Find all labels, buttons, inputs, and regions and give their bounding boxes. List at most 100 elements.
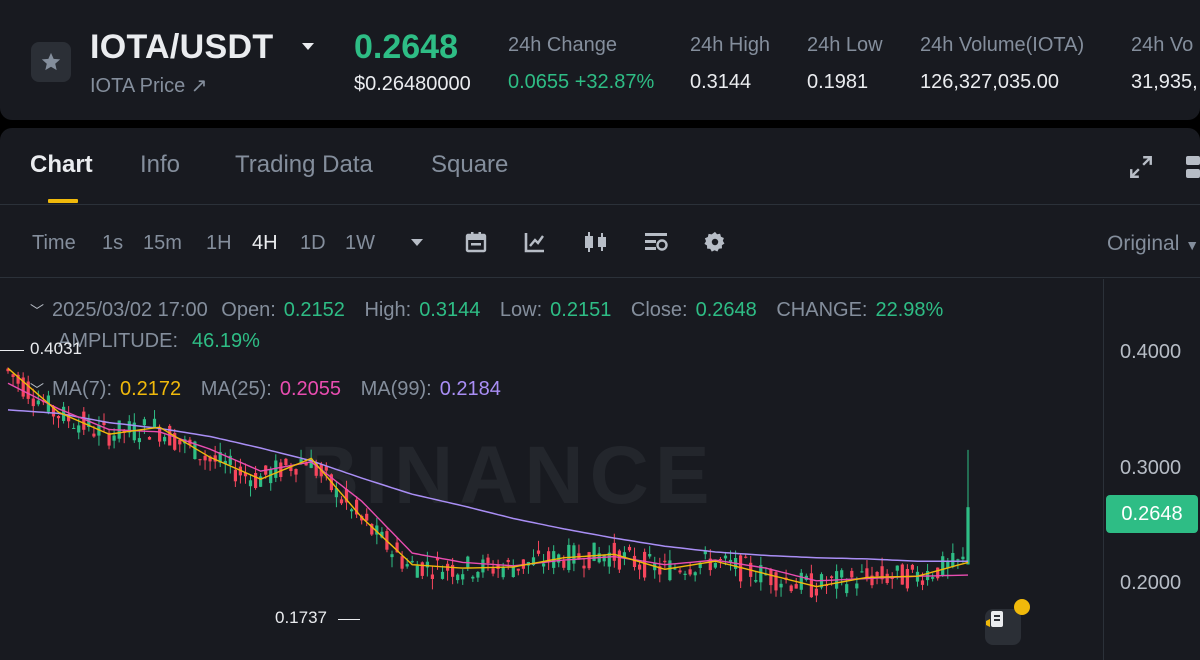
ma7-line bbox=[7, 367, 969, 588]
candle-body bbox=[269, 469, 273, 484]
candle-body bbox=[223, 460, 227, 464]
ma7-value: 0.2172 bbox=[120, 378, 182, 400]
chevron-down-icon: ▼ bbox=[1185, 237, 1200, 253]
candle-body bbox=[708, 558, 712, 571]
candle-body bbox=[173, 433, 177, 450]
legend-datetime: 2025/03/02 17:00 bbox=[52, 299, 208, 321]
candle-body bbox=[602, 555, 606, 562]
template-icon[interactable] bbox=[644, 231, 668, 253]
candle-body bbox=[941, 556, 945, 576]
price-info-link[interactable]: IOTA Price ↗ bbox=[90, 75, 208, 97]
favorite-button[interactable] bbox=[31, 42, 71, 82]
candle-body bbox=[728, 559, 733, 564]
candle-body bbox=[309, 458, 313, 468]
candle-body bbox=[718, 559, 722, 560]
timeframe-1d[interactable]: 1D bbox=[300, 232, 326, 254]
amplitude-value: 46.19% bbox=[192, 330, 260, 352]
candle-body bbox=[415, 565, 419, 578]
candle-body bbox=[370, 524, 374, 535]
pair-name[interactable]: IOTA/USDT bbox=[90, 28, 274, 66]
active-tab-indicator bbox=[48, 199, 78, 203]
collapse-chevron-icon[interactable]: ﹀ bbox=[30, 382, 44, 398]
ma7-label: MA(7): bbox=[52, 378, 112, 400]
low-marker: 0.1737 bbox=[275, 608, 327, 627]
caret-down-icon[interactable] bbox=[301, 42, 315, 52]
candle-body bbox=[638, 564, 642, 570]
more-caret-icon[interactable] bbox=[410, 238, 424, 248]
timeframe-1s[interactable]: 1s bbox=[102, 232, 124, 254]
price-chart-svg bbox=[6, 367, 970, 603]
collapse-chevron-icon[interactable]: ﹀ bbox=[30, 303, 44, 319]
candle-body bbox=[830, 576, 834, 578]
ma99-label: MA(99): bbox=[360, 378, 432, 400]
stat-value: 126,327,035.00 bbox=[920, 71, 1060, 93]
candle-body bbox=[850, 570, 854, 578]
timeframe-1h[interactable]: 1H bbox=[206, 232, 232, 254]
candle-body bbox=[365, 513, 369, 521]
candle-body bbox=[673, 568, 677, 570]
candle-type-icon[interactable] bbox=[583, 231, 609, 253]
candle-body bbox=[107, 432, 111, 446]
timeframe-1w[interactable]: 1W bbox=[345, 232, 375, 254]
candle-body bbox=[648, 554, 652, 557]
timeframe-time[interactable]: Time bbox=[32, 232, 76, 254]
candle-body bbox=[592, 542, 596, 561]
ma25-line bbox=[7, 382, 969, 582]
stat-label: 24h Low bbox=[807, 34, 883, 56]
y-tick: 0.2000 bbox=[1120, 572, 1182, 594]
candle-body bbox=[420, 562, 424, 576]
indicator-icon[interactable] bbox=[524, 231, 546, 253]
ma25-value: 0.2055 bbox=[279, 378, 342, 400]
candle-body bbox=[67, 414, 71, 422]
star-icon bbox=[41, 52, 61, 71]
candle-body bbox=[31, 398, 35, 407]
candle-body bbox=[845, 584, 849, 594]
timeframe-4h[interactable]: 4H bbox=[252, 232, 278, 254]
candle-body bbox=[956, 559, 960, 561]
tab-chart[interactable]: Chart bbox=[30, 151, 93, 178]
stat-value: 0.0655 +32.87% bbox=[508, 71, 655, 93]
stat-value: 0.3144 bbox=[690, 71, 752, 93]
fullscreen-icon[interactable] bbox=[1128, 154, 1154, 180]
candle-body bbox=[723, 555, 728, 559]
candle-body bbox=[344, 489, 349, 503]
view-mode-label: Original bbox=[1107, 232, 1180, 255]
chart-toolbar: Time 1s 15m 1H 4H 1D 1W Original ▼ bbox=[0, 206, 1200, 278]
candle-body bbox=[693, 572, 697, 576]
candle-body bbox=[440, 571, 445, 579]
news-button[interactable] bbox=[985, 609, 1021, 645]
candle-body bbox=[476, 572, 480, 578]
candle-body bbox=[612, 542, 616, 561]
settings-icon[interactable] bbox=[704, 231, 726, 253]
candlestick-chart[interactable]: BINANCE ﹀ 2025/03/02 17:00 Open: 0.2152 Hi… bbox=[0, 279, 1200, 660]
open-value: 0.2152 bbox=[283, 299, 345, 321]
layout-icon[interactable] bbox=[1186, 154, 1200, 180]
view-mode-select[interactable]: Original ▼ bbox=[1107, 232, 1199, 256]
calendar-icon[interactable] bbox=[465, 231, 487, 253]
candle-body bbox=[961, 556, 965, 560]
stat-24h-volume-quote: 24h Vo 31,935, bbox=[1131, 34, 1198, 94]
ma99-value: 0.2184 bbox=[439, 378, 501, 400]
candle-body bbox=[865, 568, 869, 578]
candle-body bbox=[936, 567, 940, 579]
candle-body bbox=[299, 459, 303, 464]
stat-value: 31,935, bbox=[1131, 71, 1198, 93]
candle-body bbox=[536, 550, 541, 554]
candle-body bbox=[900, 564, 904, 585]
high-label: High: bbox=[364, 299, 412, 321]
candle-body bbox=[142, 419, 146, 426]
candle-body bbox=[127, 421, 131, 433]
candle-body bbox=[56, 416, 61, 419]
tab-square[interactable]: Square bbox=[431, 151, 509, 178]
candle-body bbox=[643, 551, 647, 578]
candle-body bbox=[279, 462, 283, 477]
candle-body bbox=[82, 411, 86, 430]
stat-value: 0.1981 bbox=[807, 71, 869, 93]
ohlc-legend: ﹀ 2025/03/02 17:00 Open: 0.2152 High: 0.314… bbox=[30, 299, 957, 322]
amplitude-legend: AMPLITUDE: 46.19% bbox=[58, 330, 260, 353]
tab-trading-data[interactable]: Trading Data bbox=[235, 151, 373, 178]
tab-info[interactable]: Info bbox=[140, 151, 181, 178]
candle-body bbox=[380, 531, 384, 538]
timeframe-15m[interactable]: 15m bbox=[143, 232, 182, 254]
candle-body bbox=[36, 400, 40, 405]
